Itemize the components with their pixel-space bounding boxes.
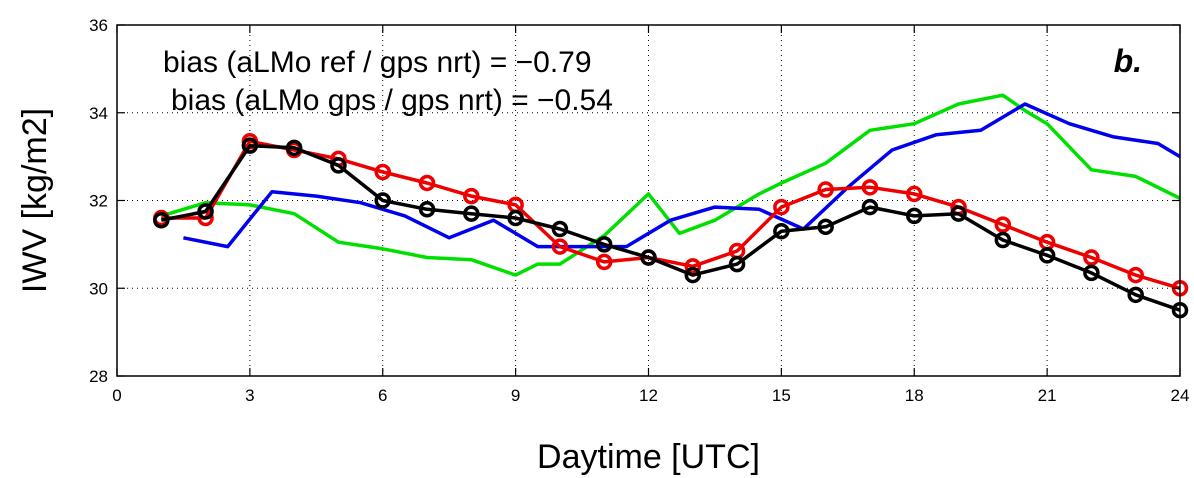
series-point-2 bbox=[861, 179, 879, 196]
series-point-3 bbox=[684, 266, 702, 284]
series-point-2 bbox=[595, 253, 613, 271]
data-series bbox=[153, 93, 1189, 319]
series-point-2 bbox=[1083, 249, 1100, 266]
series-point-3 bbox=[817, 218, 834, 236]
series-point-3 bbox=[285, 139, 303, 157]
x-tick-label: 15 bbox=[772, 386, 791, 405]
series-point-3 bbox=[153, 211, 170, 229]
series-point-2 bbox=[1127, 266, 1144, 284]
series-point-3 bbox=[418, 201, 436, 218]
x-tick-label: 12 bbox=[639, 386, 658, 405]
series-point-3 bbox=[640, 249, 657, 266]
series-point-3 bbox=[551, 220, 569, 238]
series-point-3 bbox=[197, 203, 214, 220]
panel-label: b. bbox=[1114, 43, 1142, 79]
series-point-2 bbox=[773, 198, 790, 216]
series-point-3 bbox=[241, 137, 259, 154]
series-point-3 bbox=[950, 205, 967, 222]
series-point-3 bbox=[1127, 286, 1144, 304]
series-line-1 bbox=[183, 102, 1181, 249]
x-tick-label: 9 bbox=[511, 386, 520, 405]
series-point-3 bbox=[507, 209, 524, 227]
series-point-3 bbox=[1083, 264, 1100, 282]
series-point-3 bbox=[595, 236, 613, 253]
series-point-3 bbox=[463, 205, 480, 222]
series-point-3 bbox=[773, 222, 790, 240]
series-point-2 bbox=[463, 187, 480, 205]
series-point-2 bbox=[551, 238, 569, 255]
y-tick-label: 30 bbox=[89, 279, 108, 298]
series-point-2 bbox=[817, 181, 834, 198]
x-tick-label: 6 bbox=[378, 386, 387, 405]
series-point-3 bbox=[330, 157, 347, 174]
series-point-2 bbox=[684, 258, 702, 275]
y-tick-label: 36 bbox=[89, 16, 108, 35]
y-tick-label: 32 bbox=[89, 192, 108, 211]
series-point-2 bbox=[994, 216, 1012, 233]
series-point-2 bbox=[374, 163, 391, 181]
y-tick-label: 34 bbox=[89, 104, 108, 123]
x-tick-label: 18 bbox=[905, 386, 924, 405]
bias-annotation-ref: bias (aLMo ref / gps nrt) = −0.79 bbox=[163, 46, 592, 79]
x-tick-label: 3 bbox=[245, 386, 254, 405]
x-tick-label: 24 bbox=[1171, 386, 1190, 405]
bias-annotation-gps: bias (aLMo gps / gps nrt) = −0.54 bbox=[171, 84, 613, 117]
x-tick-label: 21 bbox=[1038, 386, 1057, 405]
series-point-3 bbox=[1038, 247, 1056, 264]
series-point-3 bbox=[728, 255, 746, 273]
x-tick-label: 0 bbox=[112, 386, 121, 405]
series-point-2 bbox=[906, 185, 923, 203]
y-axis-label: IWV [kg/m2] bbox=[16, 108, 54, 293]
series-point-3 bbox=[861, 198, 879, 216]
x-axis-label: Daytime [UTC] bbox=[537, 438, 760, 476]
series-line-0 bbox=[160, 93, 1181, 277]
series-point-3 bbox=[906, 207, 923, 225]
y-tick-label: 28 bbox=[89, 367, 108, 386]
series-point-3 bbox=[374, 192, 391, 209]
series-point-3 bbox=[994, 231, 1012, 249]
series-point-2 bbox=[418, 174, 436, 192]
